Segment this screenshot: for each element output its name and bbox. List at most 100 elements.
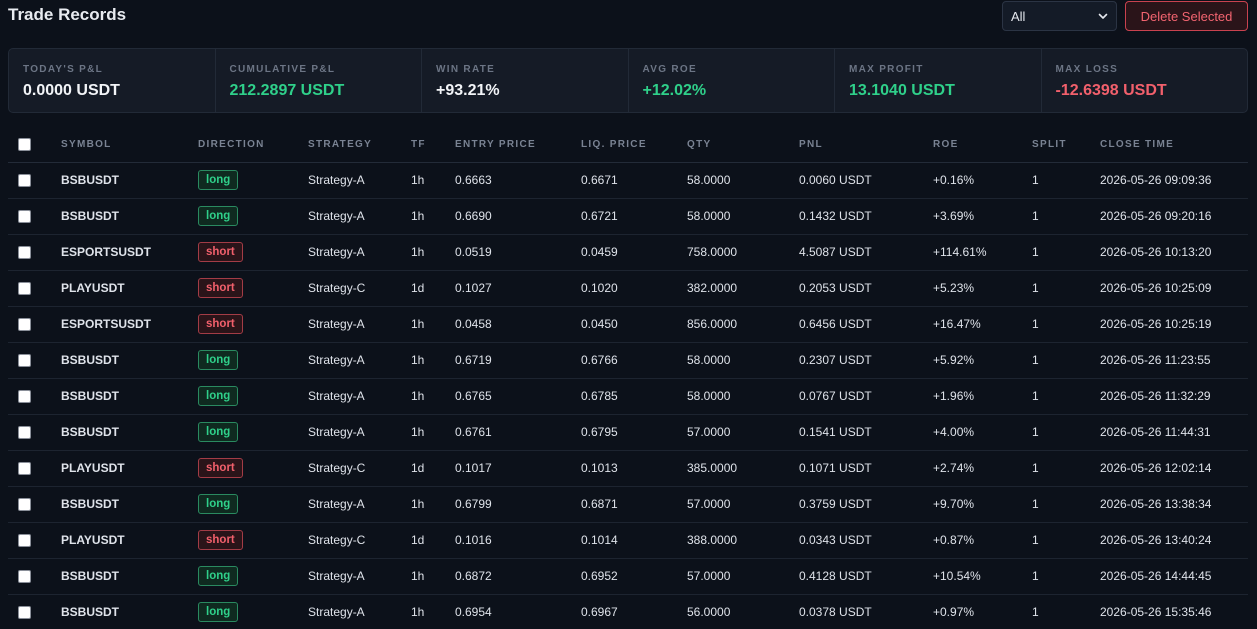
cell-tf: 1h bbox=[411, 342, 455, 379]
table-row[interactable]: BSBUSDT long Strategy-A 1h 0.6799 0.6871 57.00… bbox=[8, 486, 1248, 523]
trades-table: SYMBOL DIRECTION STRATEGY TF ENTRY PRICE… bbox=[8, 128, 1248, 629]
cell-split: 1 bbox=[1032, 486, 1100, 523]
table-row[interactable]: BSBUSDT long Strategy-A 1h 0.6761 0.6795 57.00… bbox=[8, 414, 1248, 451]
cell-pnl: 0.0060 USDT bbox=[799, 162, 933, 199]
cell-split: 1 bbox=[1032, 522, 1100, 559]
cell-qty: 58.0000 bbox=[687, 378, 799, 415]
column-header-strategy[interactable]: STRATEGY bbox=[308, 128, 411, 163]
cell-symbol: ESPORTSUSDT bbox=[61, 234, 198, 271]
cell-qty: 57.0000 bbox=[687, 414, 799, 451]
row-checkbox[interactable] bbox=[18, 569, 31, 583]
cell-entry-price: 0.6954 bbox=[455, 594, 581, 629]
table-row[interactable]: BSBUSDT long Strategy-A 1h 0.6765 0.6785 58.00… bbox=[8, 378, 1248, 415]
cell-split: 1 bbox=[1032, 306, 1100, 343]
column-header-close-time[interactable]: CLOSE TIME bbox=[1100, 128, 1248, 163]
row-checkbox[interactable] bbox=[18, 317, 31, 331]
table-row[interactable]: PLAYUSDT short Strategy-C 1d 0.1016 0.1014 388… bbox=[8, 522, 1248, 559]
cell-roe: +114.61% bbox=[933, 234, 1032, 271]
stat-value: -12.6398 USDT bbox=[1055, 82, 1167, 99]
column-header-symbol[interactable]: SYMBOL bbox=[61, 128, 198, 163]
cell-tf: 1d bbox=[411, 270, 455, 307]
row-checkbox[interactable] bbox=[18, 497, 31, 511]
row-checkbox[interactable] bbox=[18, 173, 31, 187]
stats-panel: TODAY'S P&L 0.0000 USDT CUMULATIVE P&L 2… bbox=[8, 48, 1248, 113]
cell-direction: short bbox=[198, 522, 308, 559]
cell-tf: 1d bbox=[411, 522, 455, 559]
row-checkbox[interactable] bbox=[18, 533, 31, 547]
table-row[interactable]: PLAYUSDT short Strategy-C 1d 0.1017 0.1013 385… bbox=[8, 450, 1248, 487]
table-header-row: SYMBOL DIRECTION STRATEGY TF ENTRY PRICE… bbox=[8, 128, 1248, 163]
cell-tf: 1h bbox=[411, 198, 455, 235]
column-header-pnl[interactable]: PNL bbox=[799, 128, 933, 163]
row-checkbox[interactable] bbox=[18, 461, 31, 475]
row-checkbox[interactable] bbox=[18, 209, 31, 223]
cell-pnl: 0.1541 USDT bbox=[799, 414, 933, 451]
table-row[interactable]: ESPORTSUSDT short Strategy-A 1h 0.0519 0.0459… bbox=[8, 234, 1248, 271]
table-row[interactable]: BSBUSDT long Strategy-A 1h 0.6663 0.6671 58.00… bbox=[8, 162, 1248, 199]
cell-strategy: Strategy-A bbox=[308, 594, 411, 629]
row-select-cell bbox=[8, 234, 61, 271]
column-header-tf[interactable]: TF bbox=[411, 128, 455, 163]
column-header-roe[interactable]: ROE bbox=[933, 128, 1032, 163]
cell-direction: long bbox=[198, 342, 308, 379]
row-select-cell bbox=[8, 450, 61, 487]
row-checkbox[interactable] bbox=[18, 281, 31, 295]
direction-badge: long bbox=[198, 494, 239, 514]
table-row[interactable]: ESPORTSUSDT short Strategy-A 1h 0.0458 0.0450… bbox=[8, 306, 1248, 343]
cell-tf: 1h bbox=[411, 558, 455, 595]
cell-qty: 58.0000 bbox=[687, 342, 799, 379]
table-row[interactable]: BSBUSDT long Strategy-A 1h 0.6954 0.6967 56.00… bbox=[8, 594, 1248, 629]
cell-tf: 1d bbox=[411, 450, 455, 487]
trade-rows: BSBUSDT long Strategy-A 1h 0.6663 0.6671 58.00… bbox=[8, 162, 1248, 629]
table-row[interactable]: BSBUSDT long Strategy-A 1h 0.6719 0.6766 58.00… bbox=[8, 342, 1248, 379]
cell-strategy: Strategy-C bbox=[308, 270, 411, 307]
cell-direction: long bbox=[198, 486, 308, 523]
cell-close-time: 2026-05-26 10:13:20 bbox=[1100, 234, 1248, 271]
direction-badge: long bbox=[198, 350, 239, 370]
cell-liq-price: 0.6785 bbox=[581, 378, 687, 415]
cell-pnl: 0.2307 USDT bbox=[799, 342, 933, 379]
cell-qty: 382.0000 bbox=[687, 270, 799, 307]
select-all-cell bbox=[8, 128, 61, 163]
row-select-cell bbox=[8, 414, 61, 451]
row-checkbox[interactable] bbox=[18, 245, 31, 259]
row-checkbox[interactable] bbox=[18, 389, 31, 403]
cell-pnl: 4.5087 USDT bbox=[799, 234, 933, 271]
select-all-checkbox[interactable] bbox=[18, 138, 31, 152]
filter-select-value: All bbox=[1011, 8, 1026, 24]
cell-split: 1 bbox=[1032, 450, 1100, 487]
cell-split: 1 bbox=[1032, 594, 1100, 629]
column-header-entry-price[interactable]: ENTRY PRICE bbox=[455, 128, 581, 163]
filter-select[interactable]: All bbox=[1002, 1, 1117, 31]
column-header-liq-price[interactable]: LIQ. PRICE bbox=[581, 128, 687, 163]
row-select-cell bbox=[8, 594, 61, 629]
direction-badge: long bbox=[198, 422, 239, 442]
cell-close-time: 2026-05-26 14:44:45 bbox=[1100, 558, 1248, 595]
cell-direction: short bbox=[198, 270, 308, 307]
cell-direction: long bbox=[198, 162, 308, 199]
row-select-cell bbox=[8, 558, 61, 595]
column-header-direction[interactable]: DIRECTION bbox=[198, 128, 308, 163]
cell-liq-price: 0.6871 bbox=[581, 486, 687, 523]
cell-roe: +5.23% bbox=[933, 270, 1032, 307]
stat-value: 13.1040 USDT bbox=[849, 82, 955, 99]
row-checkbox[interactable] bbox=[18, 353, 31, 367]
cell-close-time: 2026-05-26 11:32:29 bbox=[1100, 378, 1248, 415]
row-checkbox[interactable] bbox=[18, 425, 31, 439]
cell-entry-price: 0.0519 bbox=[455, 234, 581, 271]
stat-label: CUMULATIVE P&L bbox=[229, 64, 336, 75]
delete-selected-button[interactable]: Delete Selected bbox=[1125, 1, 1248, 31]
cell-tf: 1h bbox=[411, 486, 455, 523]
column-header-split[interactable]: SPLIT bbox=[1032, 128, 1100, 163]
cell-entry-price: 0.6872 bbox=[455, 558, 581, 595]
cell-tf: 1h bbox=[411, 306, 455, 343]
table-row[interactable]: BSBUSDT long Strategy-A 1h 0.6872 0.6952 57.00… bbox=[8, 558, 1248, 595]
cell-roe: +0.97% bbox=[933, 594, 1032, 629]
column-header-qty[interactable]: QTY bbox=[687, 128, 799, 163]
cell-liq-price: 0.0450 bbox=[581, 306, 687, 343]
table-row[interactable]: PLAYUSDT short Strategy-C 1d 0.1027 0.1020 382… bbox=[8, 270, 1248, 307]
cell-strategy: Strategy-C bbox=[308, 450, 411, 487]
row-checkbox[interactable] bbox=[18, 605, 31, 619]
cell-qty: 56.0000 bbox=[687, 594, 799, 629]
table-row[interactable]: BSBUSDT long Strategy-A 1h 0.6690 0.6721 58.00… bbox=[8, 198, 1248, 235]
